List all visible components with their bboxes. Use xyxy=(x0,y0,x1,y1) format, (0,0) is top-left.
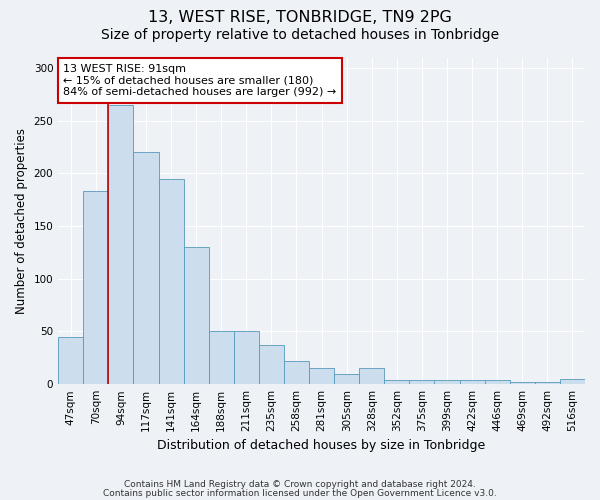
Bar xyxy=(560,379,585,384)
X-axis label: Distribution of detached houses by size in Tonbridge: Distribution of detached houses by size … xyxy=(157,440,486,452)
Bar xyxy=(284,361,309,384)
Bar xyxy=(184,247,209,384)
Bar xyxy=(334,374,359,384)
Bar xyxy=(385,380,409,384)
Bar xyxy=(234,332,259,384)
Y-axis label: Number of detached properties: Number of detached properties xyxy=(15,128,28,314)
Bar xyxy=(359,368,385,384)
Bar xyxy=(58,337,83,384)
Text: Contains HM Land Registry data © Crown copyright and database right 2024.: Contains HM Land Registry data © Crown c… xyxy=(124,480,476,489)
Bar xyxy=(460,380,485,384)
Text: 13, WEST RISE, TONBRIDGE, TN9 2PG: 13, WEST RISE, TONBRIDGE, TN9 2PG xyxy=(148,10,452,25)
Bar xyxy=(510,382,535,384)
Bar xyxy=(109,105,133,384)
Bar xyxy=(259,345,284,384)
Bar xyxy=(133,152,158,384)
Text: 13 WEST RISE: 91sqm
← 15% of detached houses are smaller (180)
84% of semi-detac: 13 WEST RISE: 91sqm ← 15% of detached ho… xyxy=(64,64,337,97)
Bar xyxy=(209,332,234,384)
Bar xyxy=(83,192,109,384)
Bar xyxy=(485,380,510,384)
Bar xyxy=(309,368,334,384)
Text: Size of property relative to detached houses in Tonbridge: Size of property relative to detached ho… xyxy=(101,28,499,42)
Bar xyxy=(535,382,560,384)
Bar xyxy=(409,380,434,384)
Bar xyxy=(158,178,184,384)
Bar xyxy=(434,380,460,384)
Text: Contains public sector information licensed under the Open Government Licence v3: Contains public sector information licen… xyxy=(103,490,497,498)
